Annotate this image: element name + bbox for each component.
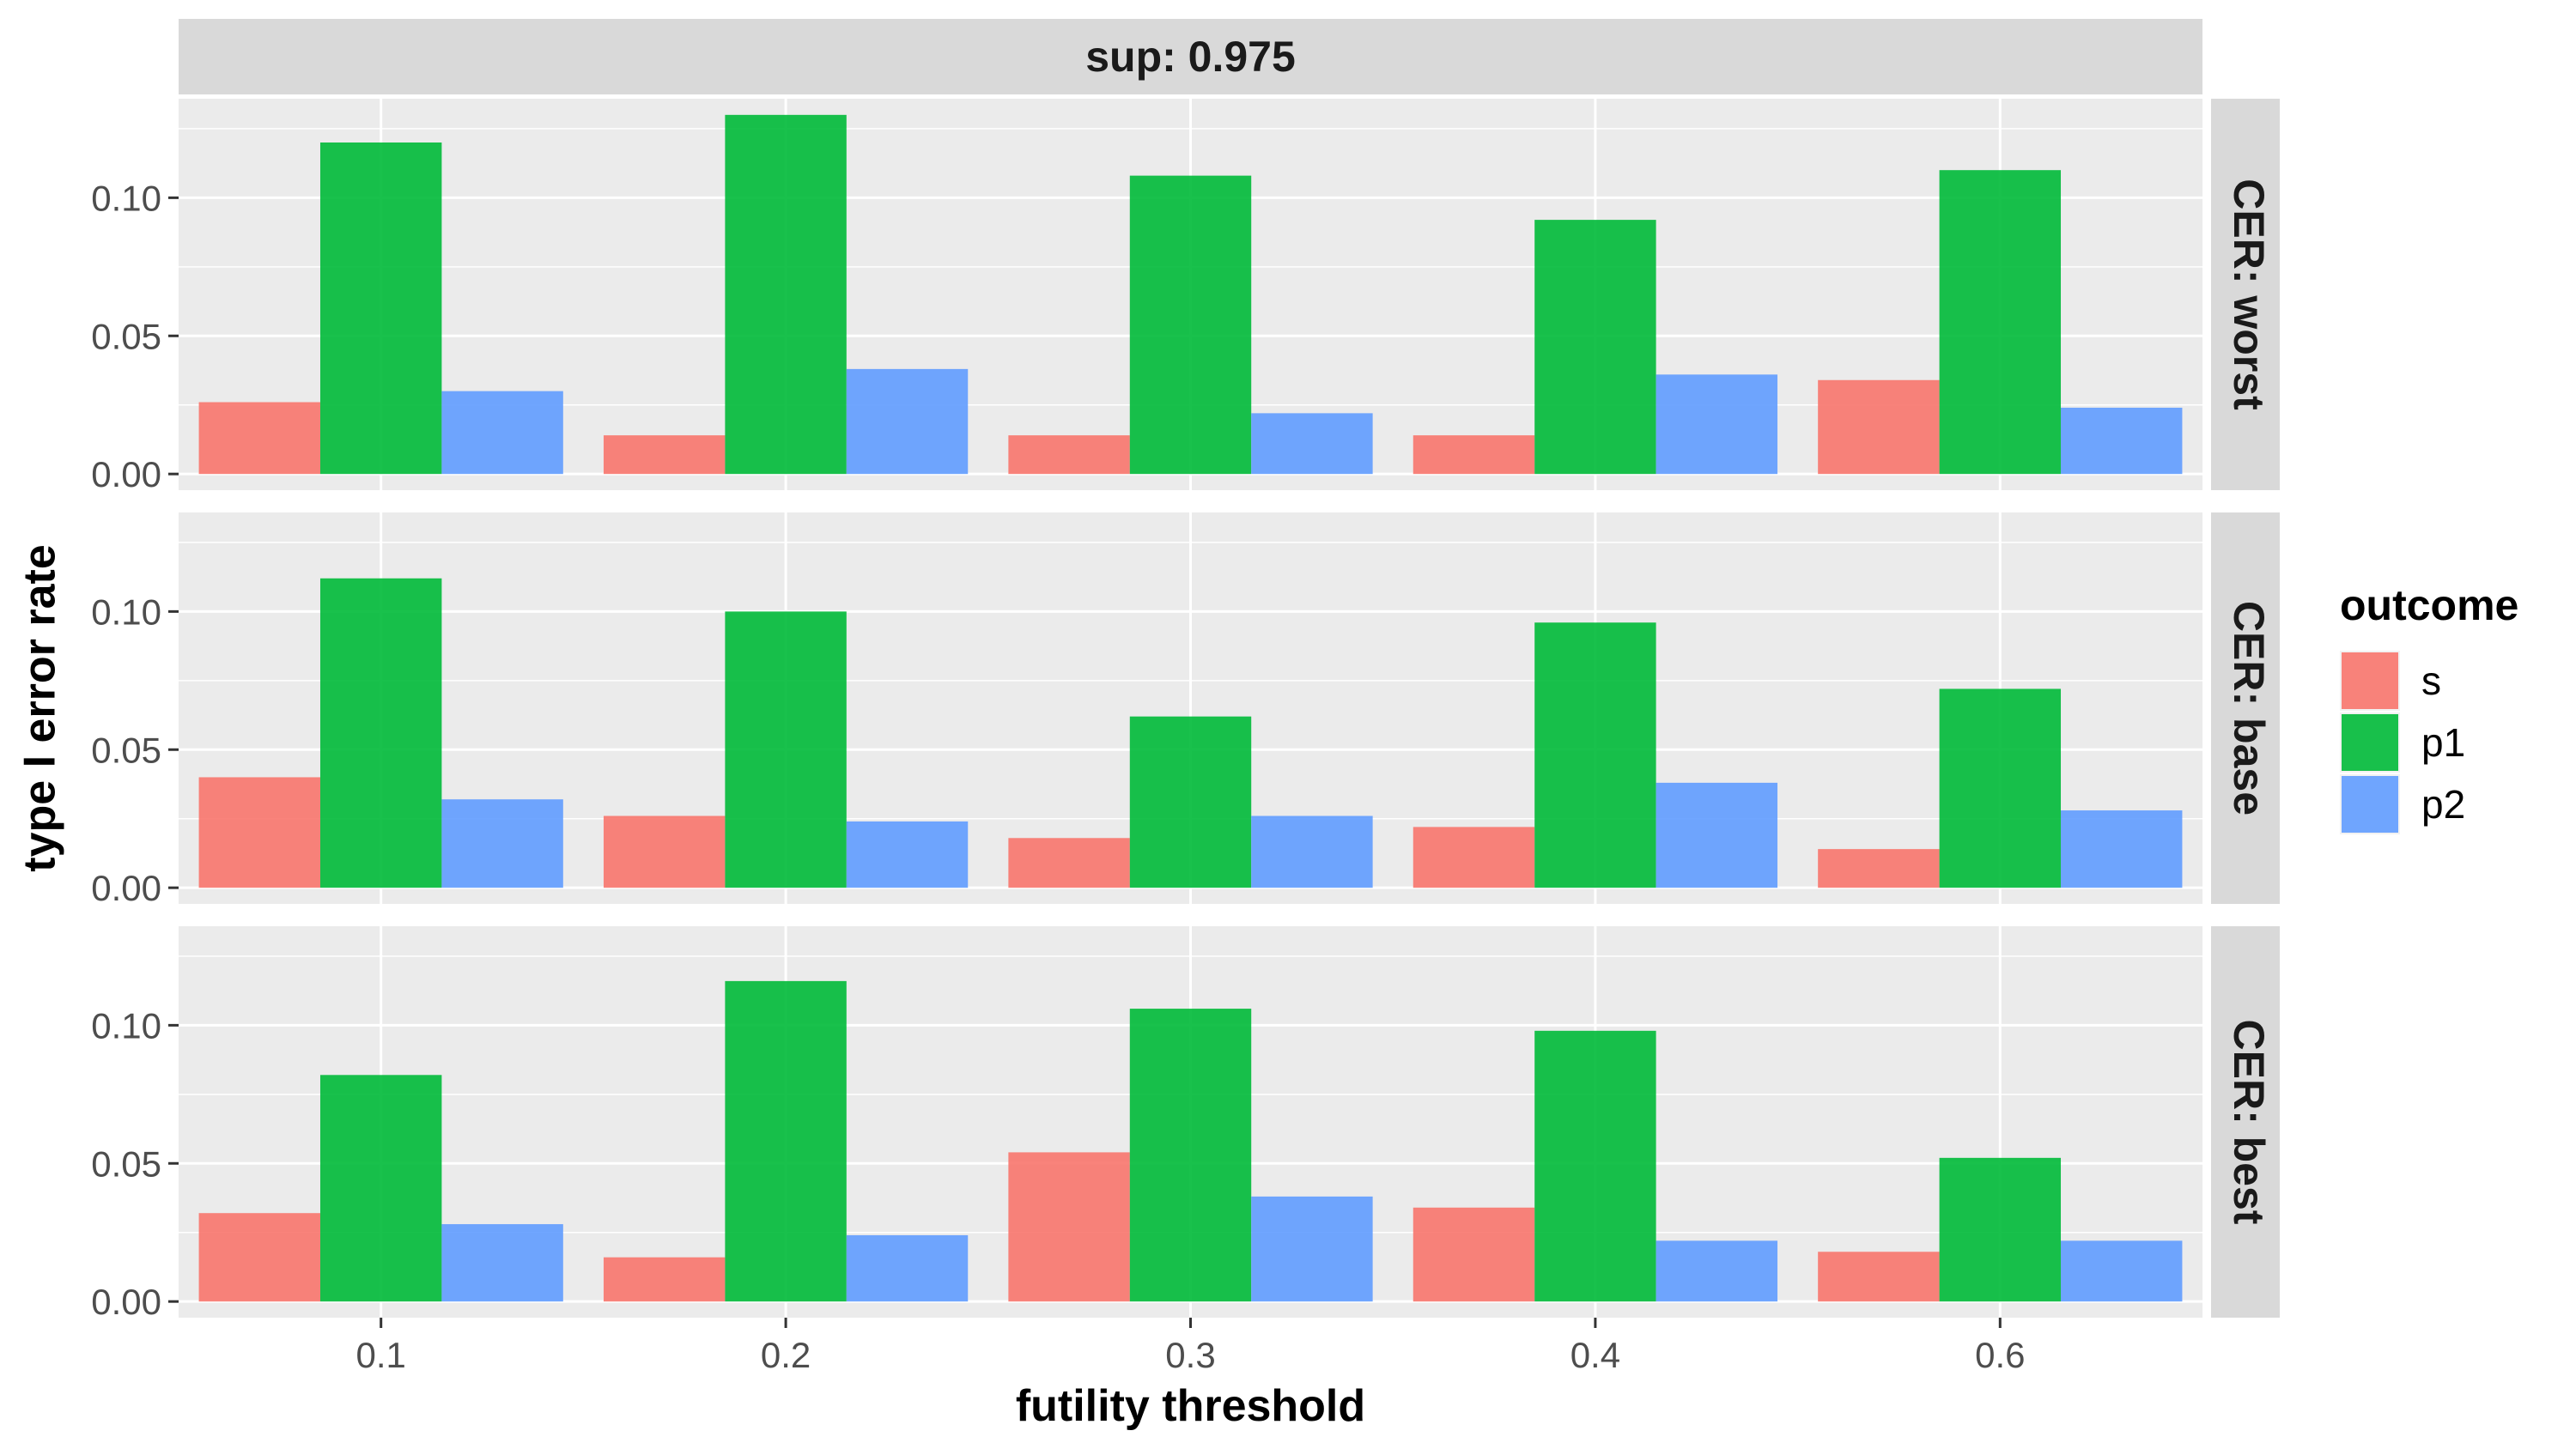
bar-p2 (441, 799, 563, 888)
bar-s (1008, 435, 1130, 475)
bar-p1 (1939, 1157, 2062, 1302)
x-tick-label: 0.1 (356, 1335, 406, 1375)
bar-s (1413, 827, 1535, 888)
bar-s (1818, 1252, 1940, 1302)
y-tick-label: 0.00 (91, 1282, 161, 1322)
x-axis-title: futility threshold (1016, 1381, 1365, 1431)
bar-p1 (725, 980, 847, 1302)
x-tick-label: 0.2 (761, 1335, 811, 1375)
facet-row-label: CER: base (2225, 601, 2273, 815)
bar-p2 (1251, 413, 1373, 475)
bar-s (1008, 838, 1130, 888)
bar-p2 (846, 821, 969, 888)
y-tick-label: 0.00 (91, 868, 161, 908)
y-tick-label: 0.00 (91, 454, 161, 494)
bar-p2 (1656, 782, 1778, 888)
legend-key-p2 (2342, 776, 2398, 833)
facet-row-strip (2211, 99, 2280, 490)
bar-p2 (1656, 374, 1778, 475)
bar-p1 (725, 611, 847, 888)
y-axis-title: type I error rate (15, 544, 65, 872)
y-tick-label: 0.10 (91, 178, 161, 218)
bar-s (198, 402, 320, 475)
legend-label-p2: p2 (2421, 782, 2465, 827)
legend-label-s: s (2421, 658, 2441, 703)
bar-p2 (2061, 1240, 2183, 1302)
bar-p2 (441, 1224, 563, 1302)
bar-p2 (2061, 810, 2183, 888)
x-tick-label: 0.3 (1165, 1335, 1215, 1375)
bar-p2 (1656, 1240, 1778, 1302)
facet-row-strip (2211, 926, 2280, 1318)
legend-key-p1 (2342, 714, 2398, 771)
bar-p2 (441, 391, 563, 475)
bar-p1 (319, 578, 442, 888)
bar-p2 (846, 1234, 969, 1302)
bar-p1 (1939, 688, 2062, 888)
bar-s (603, 1257, 726, 1302)
legend-title: outcome (2340, 581, 2518, 629)
y-tick-label: 0.05 (91, 316, 161, 356)
legend-key-s (2342, 652, 2398, 709)
bar-p2 (2061, 407, 2183, 475)
bar-s (603, 815, 726, 888)
facet-row-label: CER: worst (2225, 179, 2273, 410)
facet-column-strip (179, 19, 2202, 94)
facet-column-label: sup: 0.975 (1085, 33, 1296, 81)
legend-label-p1: p1 (2421, 720, 2465, 765)
y-tick-label: 0.10 (91, 591, 161, 632)
bar-s (198, 777, 320, 888)
bar-s (1008, 1152, 1130, 1302)
bar-p2 (846, 368, 969, 475)
bar-p1 (1534, 220, 1656, 475)
bar-p1 (319, 142, 442, 475)
bar-p1 (319, 1075, 442, 1302)
bar-s (1413, 435, 1535, 475)
bar-p2 (1251, 1196, 1373, 1302)
bar-s (198, 1213, 320, 1302)
bar-s (1818, 379, 1940, 475)
bar-p1 (1534, 1030, 1656, 1302)
bar-p1 (1534, 622, 1656, 888)
y-tick-label: 0.05 (91, 1143, 161, 1184)
bar-p1 (1129, 716, 1252, 888)
bar-p1 (1129, 1009, 1252, 1302)
facet-row-label: CER: best (2225, 1020, 2273, 1225)
y-tick-label: 0.10 (91, 1005, 161, 1046)
facet-row-strip (2211, 512, 2280, 904)
bar-p1 (1129, 175, 1252, 475)
x-tick-label: 0.6 (1975, 1335, 2025, 1375)
bar-p1 (1939, 170, 2062, 475)
y-tick-label: 0.05 (91, 730, 161, 770)
bar-s (1818, 849, 1940, 888)
bar-p1 (725, 114, 847, 475)
x-tick-label: 0.4 (1571, 1335, 1620, 1375)
bar-s (603, 435, 726, 475)
bar-p2 (1251, 815, 1373, 888)
bar-s (1413, 1207, 1535, 1302)
